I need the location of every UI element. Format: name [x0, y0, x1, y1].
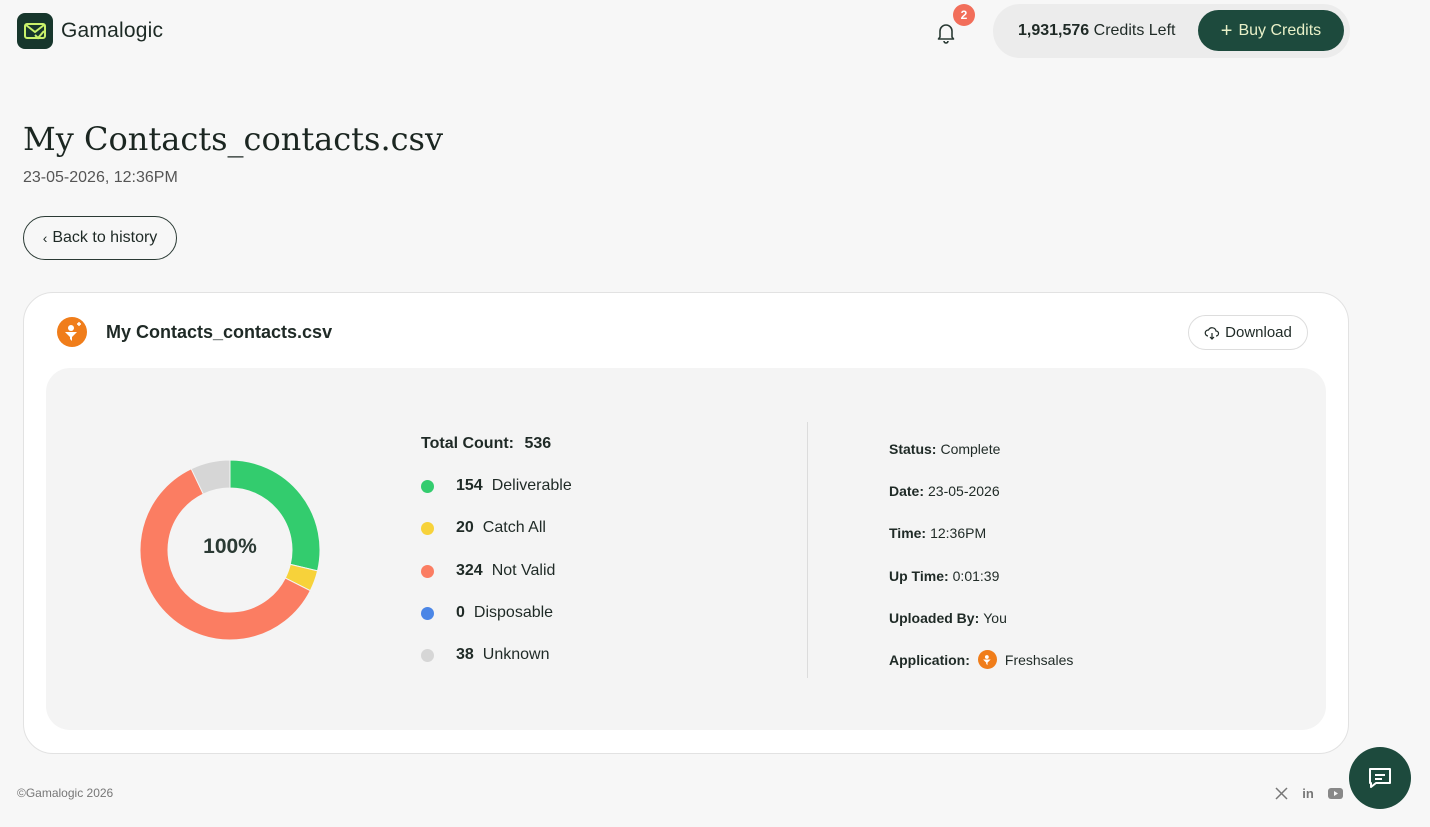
plus-icon: + — [1220, 19, 1233, 42]
info-value: Freshsales — [1004, 651, 1074, 668]
info-application: Application: Freshsales — [889, 650, 1073, 669]
legend-count: 324 — [456, 562, 483, 579]
legend-item-deliverable: 154 Deliverable — [421, 477, 572, 495]
legend-count: 38 — [456, 646, 474, 663]
bell-icon[interactable] — [934, 20, 958, 44]
legend-label: Deliverable — [491, 477, 572, 494]
legend-label: Disposable — [473, 604, 554, 621]
back-label: Back to history — [52, 229, 158, 246]
youtube-icon[interactable] — [1327, 785, 1343, 801]
status-dot — [421, 564, 434, 578]
legend-item-not-valid: 324 Not Valid — [421, 562, 555, 580]
x-icon[interactable] — [1273, 785, 1289, 801]
legend-count: 20 — [456, 519, 474, 536]
total-count-value: 536 — [524, 435, 552, 452]
legend-label: Unknown — [482, 646, 550, 663]
donut-segment-unknown — [190, 459, 231, 495]
download-button[interactable]: Download — [1188, 315, 1308, 350]
info-label: Uploaded By: — [889, 610, 980, 626]
cloud-download-icon — [1204, 326, 1220, 340]
back-to-history-button[interactable]: ‹ Back to history — [23, 216, 177, 260]
info-status: Status: Complete — [889, 441, 1000, 457]
download-label: Download — [1225, 324, 1292, 341]
donut-center-label: 100% — [203, 535, 257, 558]
freshsales-icon — [57, 317, 87, 347]
page-title: My Contacts_contacts.csv — [23, 120, 444, 158]
chevron-left-icon: ‹ — [42, 230, 48, 246]
credits-suffix: Credits Left — [1093, 22, 1176, 39]
card-file-name: My Contacts_contacts.csv — [106, 322, 333, 342]
legend-item-disposable: 0 Disposable — [421, 604, 553, 622]
freshsales-icon — [977, 650, 997, 669]
donut-segment-not-valid — [139, 468, 311, 641]
legend-count: 154 — [456, 477, 483, 494]
brand-logo[interactable]: Gamalogic — [17, 13, 163, 49]
status-dot — [421, 479, 434, 493]
info-label: Date: — [889, 483, 925, 499]
info-label: Time: — [889, 525, 927, 541]
info-value: 0:01:39 — [952, 568, 1000, 584]
linkedin-icon[interactable]: in — [1302, 785, 1314, 801]
info-uptime: Up Time: 0:01:39 — [889, 568, 999, 584]
chat-icon — [1369, 768, 1391, 788]
credits-amount: 1,931,576 — [1018, 22, 1090, 39]
result-details-panel — [46, 368, 1326, 730]
status-dot — [421, 648, 434, 662]
info-uploaded-by: Uploaded By: You — [889, 610, 1007, 626]
page-datetime: 23-05-2026, 12:36PM — [23, 169, 178, 186]
legend-label: Catch All — [482, 519, 546, 536]
status-dot — [421, 521, 434, 535]
total-count: Total Count: 536 — [421, 435, 551, 453]
footer-copyright: ©Gamalogic 2026 — [17, 786, 114, 800]
brand-name: Gamalogic — [61, 19, 164, 42]
chat-support-button[interactable] — [1349, 747, 1411, 809]
info-label: Status: — [889, 441, 937, 457]
legend-label: Not Valid — [491, 562, 556, 579]
info-value: You — [983, 610, 1007, 626]
notification-badge: 2 — [953, 4, 975, 26]
legend-count: 0 — [456, 604, 465, 621]
legend-item-unknown: 38 Unknown — [421, 646, 550, 664]
panel-divider — [807, 422, 808, 678]
total-count-label: Total Count: — [421, 435, 515, 452]
credits-left: 1,931,576 Credits Left — [1018, 22, 1175, 40]
info-value: 12:36PM — [930, 525, 987, 541]
status-dot — [421, 606, 434, 620]
buy-credits-button[interactable]: + Buy Credits — [1198, 10, 1344, 51]
info-value: Complete — [940, 441, 1001, 457]
results-donut-chart — [139, 459, 321, 641]
info-label: Application: — [889, 651, 970, 668]
info-label: Up Time: — [889, 568, 949, 584]
buy-credits-label: Buy Credits — [1238, 21, 1322, 39]
info-time: Time: 12:36PM — [889, 525, 986, 541]
info-date: Date: 23-05-2026 — [889, 483, 1000, 499]
logo-mail-icon — [17, 13, 53, 49]
legend-item-catch-all: 20 Catch All — [421, 519, 546, 537]
info-value: 23-05-2026 — [928, 483, 1000, 499]
